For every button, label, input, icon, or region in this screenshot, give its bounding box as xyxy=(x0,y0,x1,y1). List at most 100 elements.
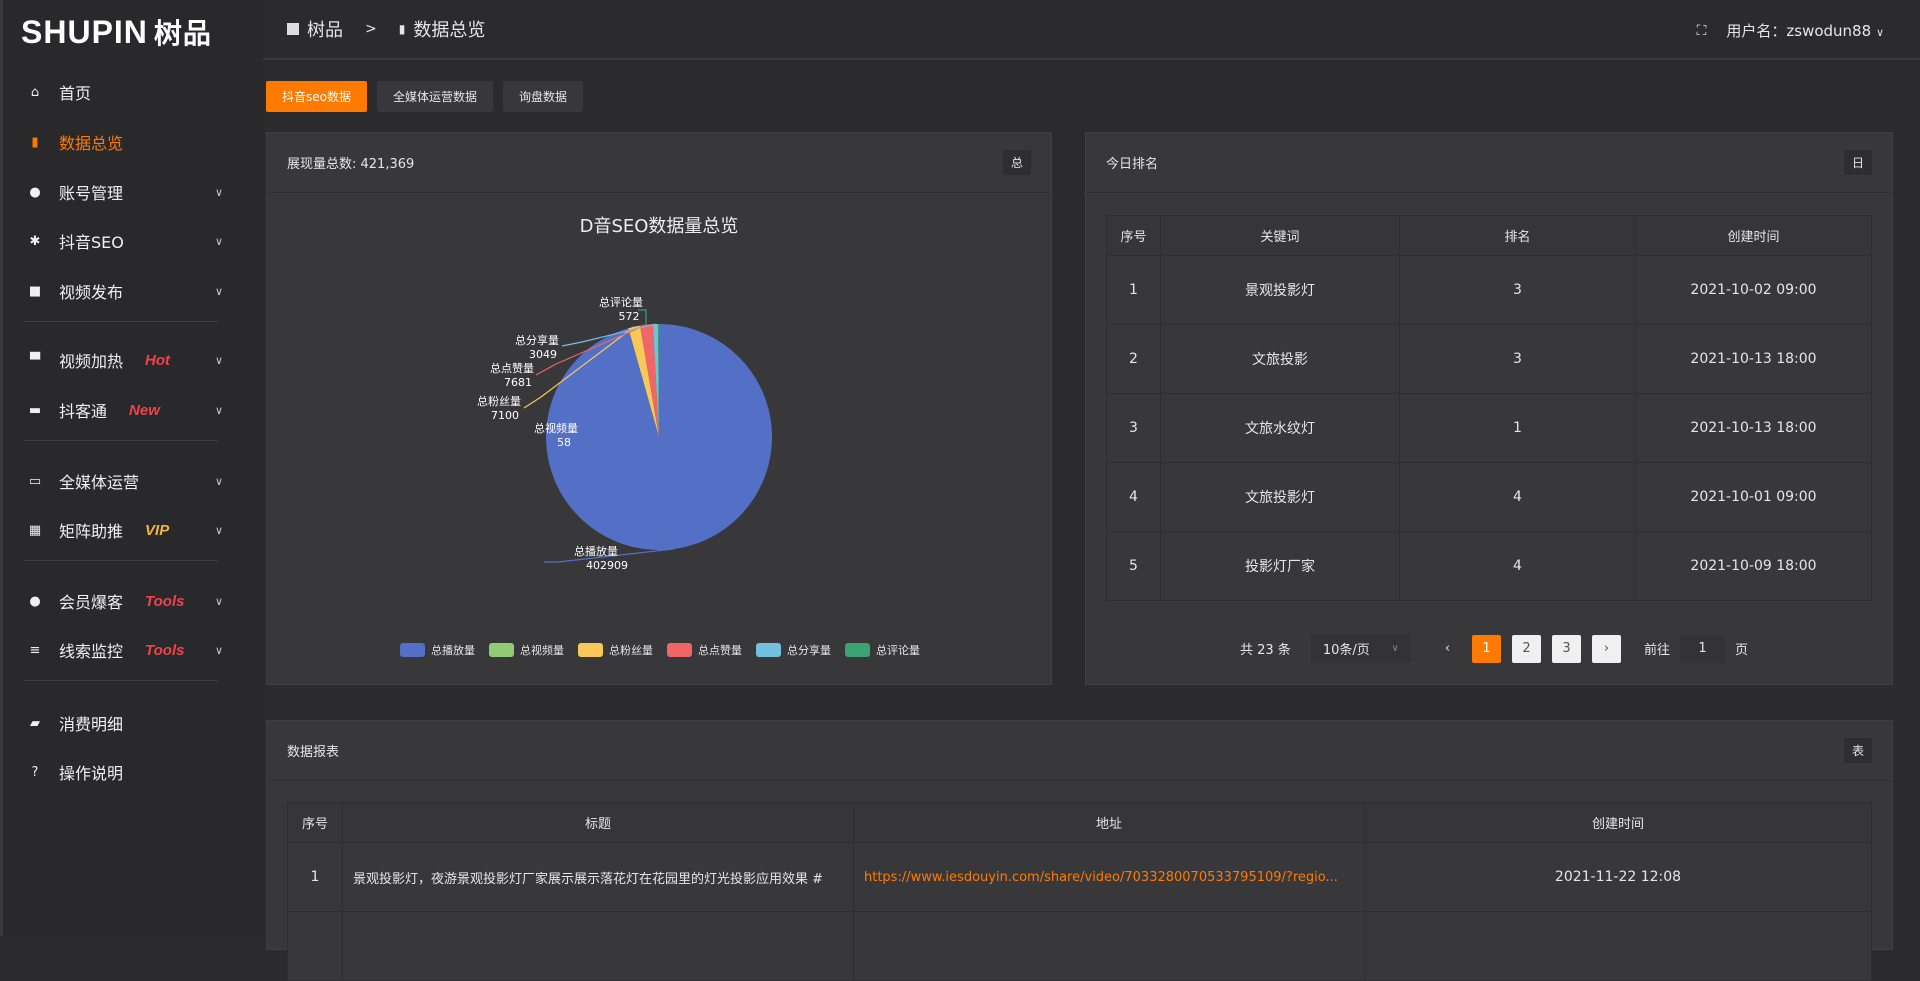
sidebar-item-label: 抖客通 xyxy=(59,402,108,421)
table-cell: 2021-10-13 18:00 xyxy=(1635,324,1872,394)
page-2[interactable]: 2 xyxy=(1512,634,1542,663)
sidebar-item-4[interactable]: ■ 视频发布 ∨ xyxy=(3,271,243,311)
pie-label: 总点赞量 xyxy=(490,361,534,375)
col-index: 序号 xyxy=(287,802,343,843)
report-title: 数据报表 xyxy=(287,745,340,760)
sidebar-item-11[interactable]: ▰ 消费明细 xyxy=(3,703,243,743)
total-count: 共 23 条 xyxy=(1240,643,1291,658)
sidebar-item-label: 会员爆客 xyxy=(59,593,124,612)
sidebar-item-12[interactable]: ? 操作说明 xyxy=(3,752,243,792)
label-leader-line xyxy=(638,309,647,325)
label-leader-line xyxy=(535,324,647,376)
sidebar-item-3[interactable]: ✱ 抖音SEO ∨ xyxy=(3,221,243,261)
goto-page-input[interactable]: 1 xyxy=(1680,634,1726,663)
pie-slice[interactable] xyxy=(628,328,659,437)
legend-label: 总粉丝量 xyxy=(609,644,653,657)
video-url-link[interactable]: https://www.iesdouyin.com/share/video/70… xyxy=(853,842,1365,912)
legend-item[interactable]: 总评论量 xyxy=(845,642,920,658)
legend-item[interactable]: 总视频量 xyxy=(489,642,564,658)
prev-page-icon[interactable]: ‹ xyxy=(1444,641,1451,656)
legend-item[interactable]: 总粉丝量 xyxy=(578,642,653,658)
sidebar-item-10[interactable]: ≡ 线索监控 Tools ∨ xyxy=(3,630,243,670)
page-1[interactable]: 1 xyxy=(1472,634,1502,663)
table-cell: 2021-10-02 09:00 xyxy=(1635,255,1872,325)
sidebar-item-label: 首页 xyxy=(59,84,92,103)
sidebar-item-0[interactable]: ⌂ 首页 xyxy=(3,72,243,112)
pie-slice[interactable] xyxy=(652,324,659,437)
data-tabs: 抖音seo数据 全媒体运营数据 询盘数据 xyxy=(266,81,584,112)
legend-item[interactable]: 总分享量 xyxy=(756,642,831,658)
sidebar-item-7[interactable]: ▭ 全媒体运营 ∨ xyxy=(3,461,243,501)
day-button[interactable]: 日 xyxy=(1843,150,1872,175)
table-row: 1 景观投影灯，夜游景观投影灯厂家展示展示落花灯在花园里的灯光投影应用效果 # … xyxy=(287,842,1872,912)
sidebar-item-6[interactable]: ▬ 抖客通 New ∨ xyxy=(3,390,243,430)
chevron-down-icon: ∨ xyxy=(214,643,223,657)
next-page-icon[interactable]: › xyxy=(1592,634,1622,663)
total-button[interactable]: 总 xyxy=(1002,150,1031,175)
legend-label: 总评论量 xyxy=(876,644,920,657)
legend-swatch xyxy=(400,643,425,657)
bar-chart-icon: ▮ xyxy=(398,22,406,36)
chevron-down-icon: ∨ xyxy=(214,523,223,537)
table-cell: 5 xyxy=(1106,531,1161,601)
divider xyxy=(23,440,218,441)
sidebar-item-8[interactable]: ▦ 矩阵助推 VIP ∨ xyxy=(3,510,243,550)
col-rank: 排名 xyxy=(1399,215,1636,256)
table-cell: 4 xyxy=(1106,462,1161,532)
camera-icon: ■ xyxy=(28,283,42,299)
table-button[interactable]: 表 xyxy=(1843,738,1872,763)
tab-media-ops[interactable]: 全媒体运营数据 xyxy=(376,81,493,112)
monitor-icon: ▭ xyxy=(28,473,42,489)
legend-item[interactable]: 总播放量 xyxy=(400,642,475,658)
wallet-icon: ▰ xyxy=(30,715,40,731)
page-size-select[interactable]: 10条/页 ∨ xyxy=(1310,634,1411,663)
chevron-down-icon: ∨ xyxy=(214,474,223,488)
sidebar-badge: VIP xyxy=(145,521,170,539)
pie-value: 7681 xyxy=(504,376,532,389)
table-cell: 1 xyxy=(1399,393,1636,463)
user-icon: ● xyxy=(29,184,41,200)
sidebar-badge: New xyxy=(129,401,160,419)
chevron-down-icon: ∨ xyxy=(1391,643,1399,654)
legend-swatch xyxy=(756,643,781,657)
table-cell: 文旅投影 xyxy=(1160,324,1400,394)
sidebar-item-label: 抖音SEO xyxy=(59,233,124,252)
legend-swatch xyxy=(845,643,870,657)
pie-slice[interactable] xyxy=(640,324,659,437)
pie-slice[interactable] xyxy=(628,325,659,437)
breadcrumb-root[interactable]: 树品 xyxy=(307,20,343,41)
pie-label: 总粉丝量 xyxy=(477,394,521,408)
tab-douyin-seo[interactable]: 抖音seo数据 xyxy=(266,81,367,112)
tab-inquiry[interactable]: 询盘数据 xyxy=(503,81,584,112)
username: 用户名：zswodun88 xyxy=(1726,22,1872,40)
divider xyxy=(23,321,218,322)
page-3[interactable]: 3 xyxy=(1552,634,1582,663)
chart-legend: 总播放量 总视频量 总粉丝量 总点赞量 总分享量 总评论量 xyxy=(400,642,920,658)
col-url: 地址 xyxy=(853,802,1365,843)
sidebar-item-2[interactable]: ● 账号管理 ∨ xyxy=(3,172,243,212)
divider xyxy=(23,680,218,681)
fullscreen-icon[interactable]: ⛶ xyxy=(1696,22,1707,39)
sidebar-item-5[interactable]: ▀ 视频加热 Hot ∨ xyxy=(3,340,243,380)
sidebar-item-9[interactable]: ● 会员爆客 Tools ∨ xyxy=(3,581,243,621)
table-cell: 2021-11-22 12:08 xyxy=(1364,842,1872,912)
chevron-down-icon: ∨ xyxy=(214,234,223,248)
table-row: 3 文旅水纹灯 1 2021-10-13 18:00 xyxy=(1106,393,1872,463)
user-menu[interactable]: 用户名：zswodun88 ∨ xyxy=(1726,20,1884,41)
table-row: 5 投影灯厂家 4 2021-10-09 18:00 xyxy=(1106,531,1872,601)
pie-value: 7100 xyxy=(491,409,519,422)
sidebar-item-1[interactable]: ▮ 数据总览 xyxy=(3,122,243,162)
chart-title: D音SEO数据量总览 xyxy=(580,216,739,237)
logo[interactable]: SHUPIN 树品 xyxy=(21,13,212,50)
table-cell: 2021-10-09 18:00 xyxy=(1635,531,1872,601)
table-cell: 1 xyxy=(287,842,343,912)
sidebar-badge: Tools xyxy=(145,592,185,610)
table-cell: 文旅水纹灯 xyxy=(1160,393,1400,463)
breadcrumb-separator: > xyxy=(365,21,377,37)
pie-value: 402909 xyxy=(586,559,628,572)
col-created: 创建时间 xyxy=(1635,215,1872,256)
table-cell: 3 xyxy=(1399,324,1636,394)
breadcrumb: 树品 > ▮ 数据总览 xyxy=(287,16,485,42)
legend-item[interactable]: 总点赞量 xyxy=(667,642,742,658)
